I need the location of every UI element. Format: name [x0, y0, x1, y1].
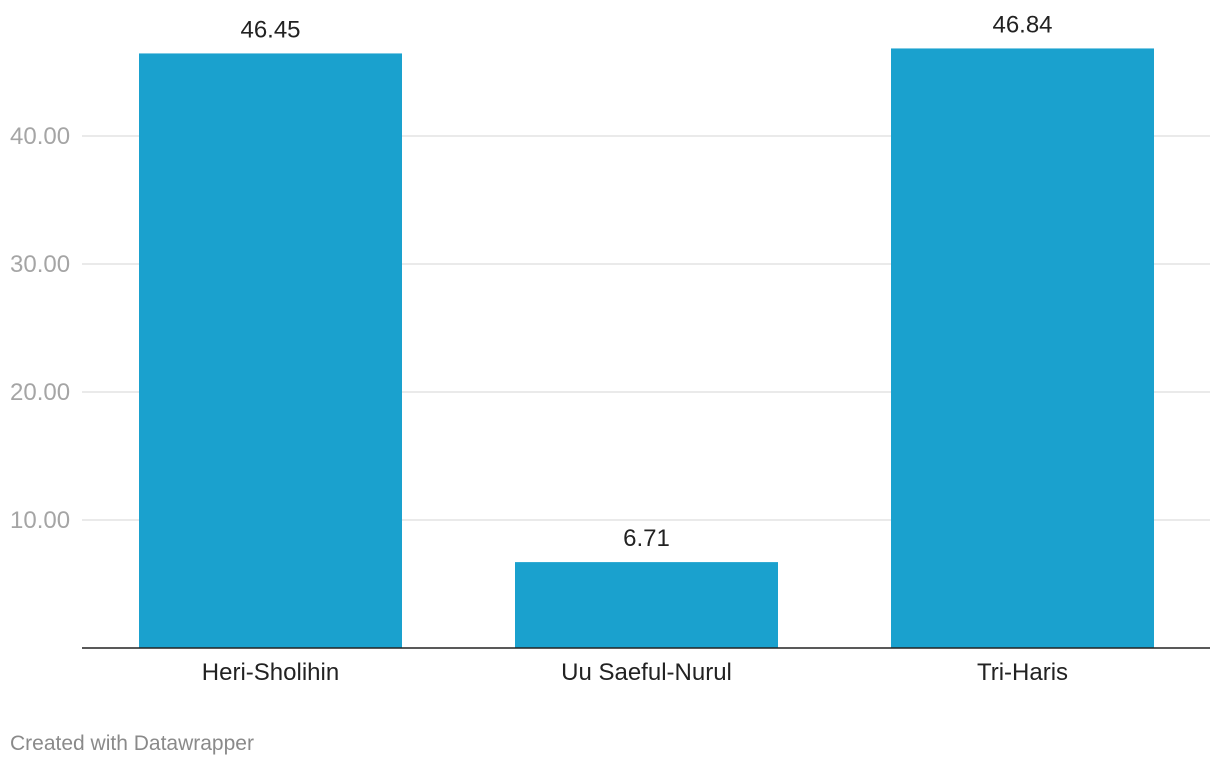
y-axis-labels: 10.00 20.00 30.00 40.00	[10, 123, 70, 534]
data-labels: 46.45 6.71 46.84	[240, 11, 1052, 552]
y-tick-label: 40.00	[10, 123, 70, 150]
x-tick-label: Tri-Haris	[977, 659, 1068, 686]
y-tick-label: 20.00	[10, 379, 70, 406]
x-axis-labels: Heri-Sholihin Uu Saeful-Nurul Tri-Haris	[202, 659, 1068, 686]
y-tick-label: 30.00	[10, 251, 70, 278]
bars	[139, 48, 1154, 648]
bar	[891, 48, 1154, 648]
bar	[515, 562, 778, 648]
data-label: 46.45	[240, 16, 300, 43]
footer-credit: Created with Datawrapper	[10, 732, 254, 755]
y-tick-label: 10.00	[10, 507, 70, 534]
data-label: 6.71	[623, 525, 670, 552]
data-label: 46.84	[992, 11, 1052, 38]
x-tick-label: Heri-Sholihin	[202, 659, 339, 686]
x-tick-label: Uu Saeful-Nurul	[561, 659, 732, 686]
bar	[139, 53, 402, 648]
bar-chart: 10.00 20.00 30.00 40.00 46.45 6.71 46.84 Heri…	[10, 11, 1210, 686]
